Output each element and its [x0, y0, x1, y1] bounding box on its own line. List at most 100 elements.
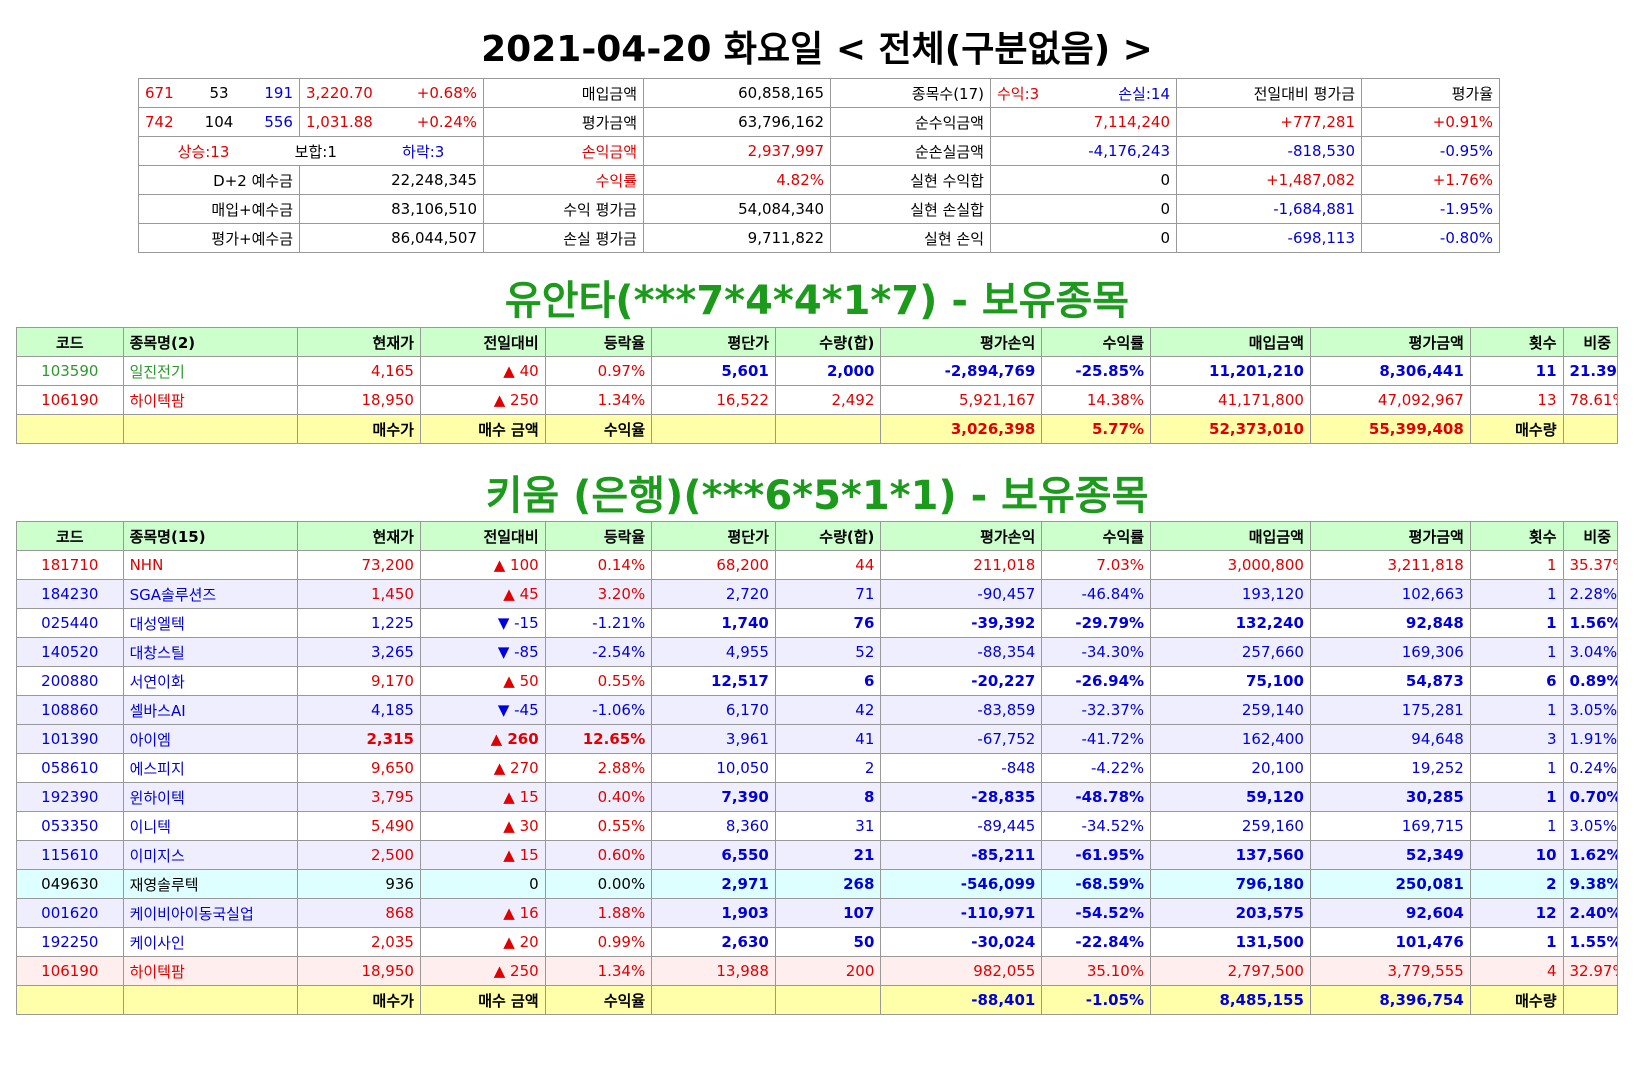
summary-row: 상승:13 보합:1 하락:3 손익금액 2,937,997 순손실금액 -4,176,24… [138, 136, 1500, 166]
footer-row: 매수가 매수 금액 수익율 3,026,398 5.77% 52,373,010 55,39… [16, 414, 1619, 444]
holding-cell: 9,170 [297, 666, 421, 696]
holdings-table: 코드 종목명(2) 현재가 전일대비 등락율 평단가 수량(합) 평가손익 수익률 매입금액 평가금… [16, 327, 1619, 444]
holding-cell: ▲ 45 [419, 579, 546, 609]
summary-cell: -4,176,243 [990, 136, 1177, 166]
cell-part: 상승:13 [177, 142, 230, 161]
holding-cell: -4.22% [1041, 753, 1152, 783]
holding-cell: 0.40% [544, 782, 653, 812]
holding-cell: 8,306,441 [1309, 356, 1471, 386]
holding-cell: 001620 [16, 898, 124, 928]
holding-cell: ▲ 100 [419, 550, 546, 580]
holding-cell: -85,211 [880, 840, 1043, 870]
header-cell: 코드 [16, 327, 124, 357]
holding-cell: ▲ 30 [419, 811, 546, 841]
holding-cell: 2.40% [1562, 898, 1619, 928]
holding-cell: -22.84% [1041, 927, 1152, 957]
holding-cell: 053350 [16, 811, 124, 841]
holding-cell: 193,120 [1150, 579, 1311, 609]
holding-cell: 936 [297, 869, 421, 899]
header-cell: 평가금액 [1309, 327, 1471, 357]
holding-cell: 175,281 [1309, 695, 1471, 725]
holding-cell: 8,360 [651, 811, 776, 841]
summary-cell: 전일대비 평가금 [1176, 78, 1362, 108]
holding-cell: 102,663 [1309, 579, 1471, 609]
holding-cell: 6,170 [651, 695, 776, 725]
holding-row: 025440 대성엘텍 1,225 ▼ -15 -1.21% 1,740 76 -39,392… [16, 608, 1619, 638]
holding-cell: 184230 [16, 579, 124, 609]
holding-cell: -25.85% [1041, 356, 1152, 386]
holding-cell: 1 [1469, 782, 1564, 812]
holding-cell: 12,517 [651, 666, 776, 696]
holding-cell: 30,285 [1309, 782, 1471, 812]
cell-part: 742 [145, 113, 174, 131]
holding-cell: 2.28% [1562, 579, 1619, 609]
holding-cell: 4,955 [651, 637, 776, 667]
holding-cell: 0.89% [1562, 666, 1619, 696]
holding-cell: 하이텍팜 [122, 385, 299, 415]
holding-cell: 3,779,555 [1309, 956, 1471, 986]
summary-cell: +0.91% [1361, 107, 1500, 137]
holding-row: 184230 SGA솔루션즈 1,450 ▲ 45 3.20% 2,720 71 -90,45… [16, 579, 1619, 609]
holding-cell: 211,018 [880, 550, 1043, 580]
header-cell: 평가금액 [1309, 521, 1471, 551]
holding-cell: 103590 [16, 356, 124, 386]
holding-cell: 0 [419, 869, 546, 899]
holding-cell: NHN [122, 550, 299, 580]
summary-row: 평가+예수금 86,044,507 손실 평가금 9,711,822 실현 손익 0 -69… [138, 223, 1500, 253]
summary-cell: 22,248,345 [299, 165, 484, 195]
holding-cell: 76 [774, 608, 882, 638]
holding-cell: 50 [774, 927, 882, 957]
holding-cell: 868 [297, 898, 421, 928]
summary-row: 매입+예수금 83,106,510 수익 평가금 54,084,340 실현 손실합 0-… [138, 194, 1500, 224]
holding-cell: 6 [774, 666, 882, 696]
header-cell: 매입금액 [1150, 521, 1311, 551]
holding-cell: 101390 [16, 724, 124, 754]
holding-cell: -46.84% [1041, 579, 1152, 609]
holding-cell: 049630 [16, 869, 124, 899]
holding-cell: 132,240 [1150, 608, 1311, 638]
holding-cell: ▲ 50 [419, 666, 546, 696]
holding-cell: -67,752 [880, 724, 1043, 754]
holding-cell: 058610 [16, 753, 124, 783]
footer-cell: 매수 금액 [419, 414, 546, 444]
header-cell: 평가손익 [880, 521, 1043, 551]
holding-cell: 106190 [16, 385, 124, 415]
summary-cell: 54,084,340 [643, 194, 831, 224]
holding-cell: 케이사인 [122, 927, 299, 957]
holding-cell: 재영솔루텍 [122, 869, 299, 899]
holding-cell: 하이텍팜 [122, 956, 299, 986]
header-cell: 종목명(15) [122, 521, 299, 551]
holding-cell: 259,160 [1150, 811, 1311, 841]
table-body: 코드 종목명(15) 현재가 전일대비 등락율 평단가 수량(합) 평가손익 수익률 매입금액 평가… [16, 521, 1619, 1015]
cell-part: 손실:14 [1118, 84, 1170, 103]
footer-cell: 매수가 [297, 414, 421, 444]
holding-cell: 6 [1469, 666, 1564, 696]
holding-row: 140520 대창스틸 3,265 ▼ -85 -2.54% 4,955 52 -88,354… [16, 637, 1619, 667]
holding-cell: ▲ 260 [419, 724, 546, 754]
holding-cell: 9,650 [297, 753, 421, 783]
holding-cell: 181710 [16, 550, 124, 580]
footer-row: 매수가 매수 금액 수익율 -88,401 -1.05% 8,485,155 8,396,7… [16, 985, 1619, 1015]
holding-cell: 78.61% [1562, 385, 1619, 415]
holding-cell: 2 [1469, 869, 1564, 899]
holding-cell: 35.10% [1041, 956, 1152, 986]
holding-cell: 12.65% [544, 724, 653, 754]
holding-cell: 셀바스AI [122, 695, 299, 725]
holding-cell: 2,500 [297, 840, 421, 870]
footer-cell [16, 985, 124, 1015]
holding-cell: 1,740 [651, 608, 776, 638]
header-row: 코드 종목명(2) 현재가 전일대비 등락율 평단가 수량(합) 평가손익 수익률 매입금액 평가금… [16, 327, 1619, 357]
holding-cell: 2,492 [774, 385, 882, 415]
holding-cell: 1 [1469, 608, 1564, 638]
cell-parts: 1,031.88 +0.24% [306, 113, 477, 131]
holding-cell: SGA솔루션즈 [122, 579, 299, 609]
summary-cell: 수익률 [483, 165, 644, 195]
holding-cell: 75,100 [1150, 666, 1311, 696]
holding-cell: 3,211,818 [1309, 550, 1471, 580]
holding-cell: 3.05% [1562, 695, 1619, 725]
holding-cell: 31 [774, 811, 882, 841]
holding-cell: 1 [1469, 753, 1564, 783]
holding-cell: 169,306 [1309, 637, 1471, 667]
summary-cell: -818,530 [1176, 136, 1362, 166]
header-cell: 평단가 [651, 521, 776, 551]
